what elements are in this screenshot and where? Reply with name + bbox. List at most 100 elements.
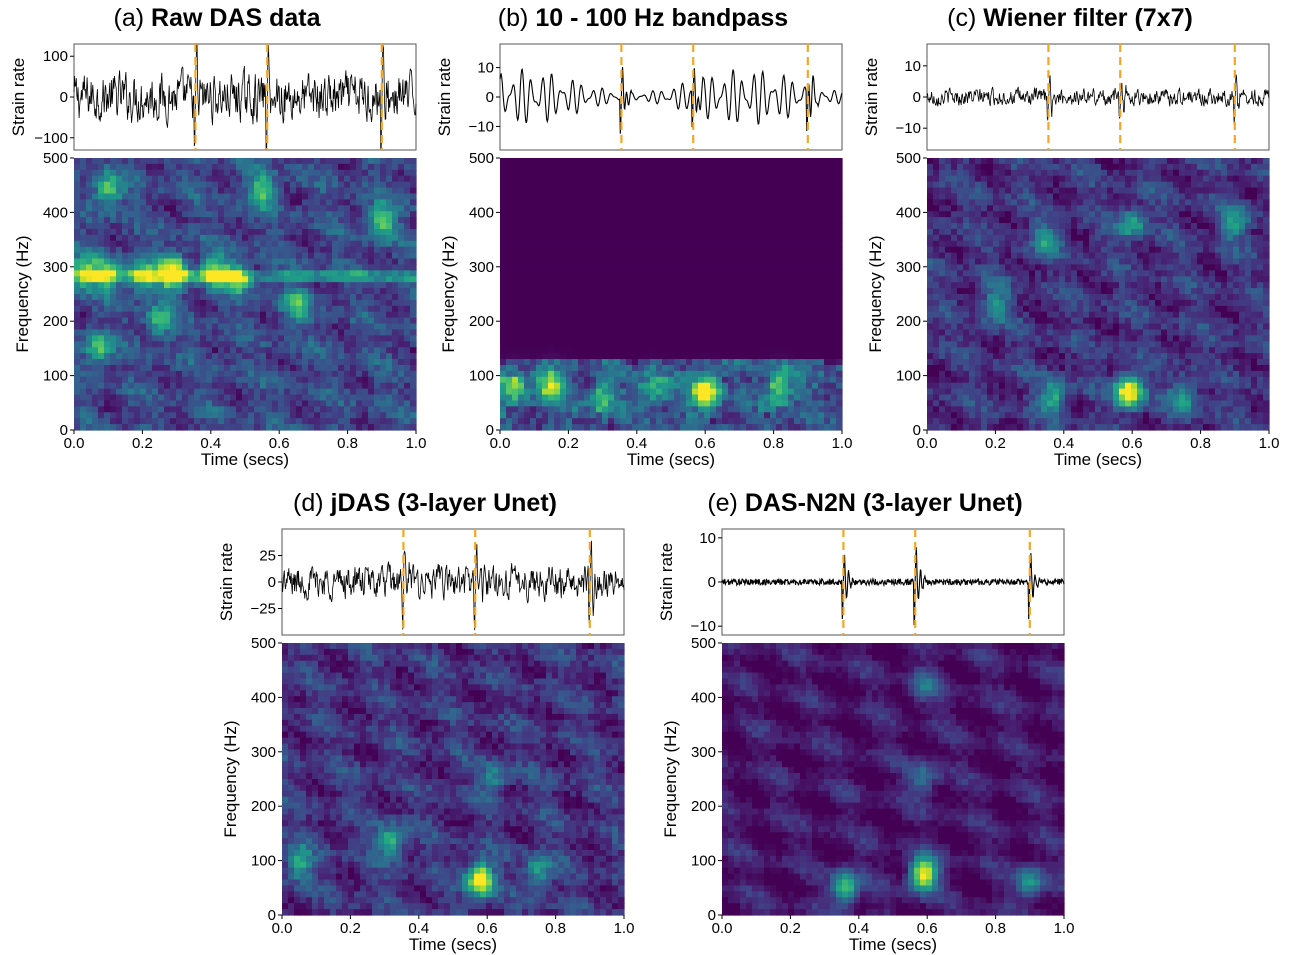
spectrogram-cell [554, 270, 561, 277]
spectrogram-cell [320, 187, 327, 195]
spectrogram-cell [410, 359, 417, 366]
spectrogram-cell [110, 388, 117, 396]
spectrogram-cell [326, 175, 333, 183]
spectrogram-cell [116, 181, 123, 189]
spectrogram-cell [206, 400, 213, 407]
spectrogram-cell [806, 175, 813, 183]
spectrogram-cell [782, 258, 789, 266]
spectrogram-cell [548, 234, 555, 242]
spectrogram-cell [596, 187, 603, 195]
spectrogram-cell [380, 211, 387, 218]
spectrogram-cell [296, 370, 303, 378]
spectrogram-cell [644, 370, 651, 378]
spectrogram-cell [248, 193, 255, 200]
spectrogram-cell [518, 252, 525, 260]
spectrogram-cell [686, 294, 693, 301]
spectrogram-cell [698, 211, 705, 218]
spectrogram-cell [326, 217, 333, 224]
spectrogram-cell [710, 299, 717, 307]
spectrogram-cell [380, 258, 387, 266]
spectrogram-cell [368, 364, 375, 372]
spectrogram-cell [590, 217, 597, 224]
spectrogram-cell [146, 228, 153, 236]
spectrogram-cell [554, 394, 561, 402]
spectrogram-cell [254, 234, 261, 242]
spectrogram-cell [164, 270, 171, 277]
spectrogram-cell [176, 234, 183, 242]
spectrogram-cell [650, 175, 657, 183]
spectrogram-cell [236, 406, 243, 413]
spectrogram-cell [74, 169, 81, 177]
spectrogram-cell [350, 169, 357, 177]
spectrogram-cell [524, 217, 531, 224]
spectrogram-cell [164, 234, 171, 242]
spectrogram-cell [410, 329, 417, 336]
spectrogram-cell [350, 234, 357, 242]
spectrogram-cell [800, 382, 807, 390]
spectrogram-cell [830, 211, 837, 218]
spectrogram-cell [680, 258, 687, 266]
spectrogram-cell [344, 388, 351, 396]
spectrogram-cell [740, 311, 747, 319]
spectrogram-cell [728, 359, 735, 366]
spectrogram-cell [230, 305, 237, 313]
spectrogram-cell [812, 193, 819, 200]
spectrogram-cell [146, 370, 153, 378]
spectrogram-cell [554, 311, 561, 319]
spectrogram-cell [116, 424, 123, 431]
spectrogram-cell [362, 394, 369, 402]
spectrogram-cell [80, 299, 87, 307]
spectrogram-cell [248, 187, 255, 195]
spectrogram-cell [704, 359, 711, 366]
spectrogram-cell [122, 181, 129, 189]
spectrogram-cell [554, 175, 561, 183]
spectrogram-cell [398, 252, 405, 260]
spectrogram-cell [374, 353, 381, 360]
spectrogram-cell [566, 364, 573, 372]
spectrogram-cell [602, 175, 609, 183]
spectrogram-cell [704, 323, 711, 331]
spectrogram-cell [254, 282, 261, 289]
spectrogram-cell [140, 282, 147, 289]
spectrogram-cell [752, 258, 759, 266]
spectrogram-cell [116, 370, 123, 378]
spectrogram-cell [212, 234, 219, 242]
spectrogram-cell [170, 270, 177, 277]
spectrogram-cell [242, 400, 249, 407]
spectrogram-cell [272, 388, 279, 396]
spectrogram-cell [500, 288, 507, 295]
spectrogram-cell [128, 288, 135, 295]
spectrogram-cell [536, 175, 543, 183]
spectrogram-cell [662, 163, 669, 171]
spectrogram-cell [92, 217, 99, 224]
spectrogram-cell [254, 317, 261, 325]
spectrogram-cell [404, 412, 411, 419]
spectrogram-cell [122, 347, 129, 354]
spectrogram-cell [752, 217, 759, 224]
spectrogram-cell [518, 258, 525, 266]
spectrogram-cell [740, 317, 747, 325]
spectrogram-cell [656, 341, 663, 348]
spectrogram-cell [104, 228, 111, 236]
spectrogram-cell [218, 347, 225, 354]
spectrogram-cell [122, 294, 129, 301]
spectrogram-cell [176, 223, 183, 230]
spectrogram-cell [512, 347, 519, 354]
spectrogram-cell [626, 282, 633, 289]
spectrogram-cell [836, 175, 843, 183]
spectrogram-cell [224, 299, 231, 307]
spectrogram-cell [242, 158, 249, 165]
spectrogram-cell [242, 258, 249, 266]
spectrogram-cell [362, 359, 369, 366]
spectrogram-cell [170, 169, 177, 177]
spectrogram-cell [380, 217, 387, 224]
spectrogram-cell [776, 211, 783, 218]
spectrogram-cell [806, 364, 813, 372]
spectrogram-cell [596, 223, 603, 230]
spectrogram-cell [692, 335, 699, 342]
spectrogram-cell [236, 359, 243, 366]
spectrogram-cell [518, 394, 525, 402]
spectrogram-cell [260, 181, 267, 189]
spectrogram-cell [524, 228, 531, 236]
spectrogram-cell [578, 276, 585, 283]
